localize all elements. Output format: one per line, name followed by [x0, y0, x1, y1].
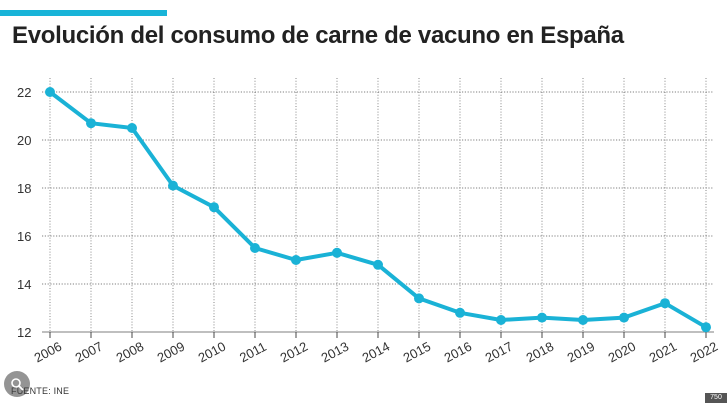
x-tick-label: 2019 — [565, 339, 598, 366]
x-tick-label: 2012 — [278, 339, 311, 366]
data-point — [578, 315, 588, 325]
data-point — [373, 259, 383, 270]
x-tick-label: 2021 — [647, 339, 680, 366]
x-tick-label: 2017 — [483, 339, 516, 366]
x-tick-label: 2015 — [401, 339, 434, 366]
x-tick-label: 2008 — [114, 339, 147, 366]
y-tick-label: 16 — [17, 229, 31, 244]
y-tick-label: 20 — [17, 133, 31, 148]
x-tick-label: 2011 — [237, 339, 269, 365]
x-tick-label: 2014 — [360, 339, 393, 366]
data-point — [414, 293, 424, 304]
y-tick-label: 12 — [17, 325, 31, 340]
x-tick-label: 2010 — [196, 339, 229, 366]
data-point — [127, 123, 137, 133]
x-tick-label: 2013 — [319, 339, 352, 366]
data-point — [168, 180, 178, 191]
data-point — [455, 307, 465, 318]
data-point — [250, 243, 260, 253]
data-point — [209, 202, 219, 213]
data-point — [619, 312, 629, 323]
data-point — [332, 247, 342, 258]
data-point — [660, 298, 670, 309]
x-tick-label: 2018 — [524, 339, 557, 366]
y-tick-label: 22 — [17, 85, 31, 100]
lens-icon[interactable] — [4, 371, 30, 397]
x-tick-label: 2007 — [73, 339, 106, 366]
data-point — [86, 118, 96, 129]
x-tick-label: 2020 — [606, 339, 639, 366]
accent-bar — [0, 10, 167, 16]
x-tick-label: 2022 — [688, 339, 721, 366]
size-badge: 750 — [705, 393, 727, 403]
data-point — [496, 315, 506, 325]
data-point — [291, 255, 301, 265]
x-tick-label: 2009 — [155, 339, 188, 366]
x-tick-label: 2006 — [32, 339, 65, 366]
x-tick-label: 2016 — [442, 339, 475, 366]
source-note: FUENTE: INE — [11, 386, 70, 396]
data-point — [537, 312, 547, 323]
data-point — [45, 87, 55, 97]
y-tick-label: 18 — [17, 181, 31, 196]
y-tick-label: 14 — [17, 277, 31, 292]
data-point — [701, 322, 711, 333]
chart-title: Evolución del consumo de carne de vacuno… — [12, 22, 624, 49]
